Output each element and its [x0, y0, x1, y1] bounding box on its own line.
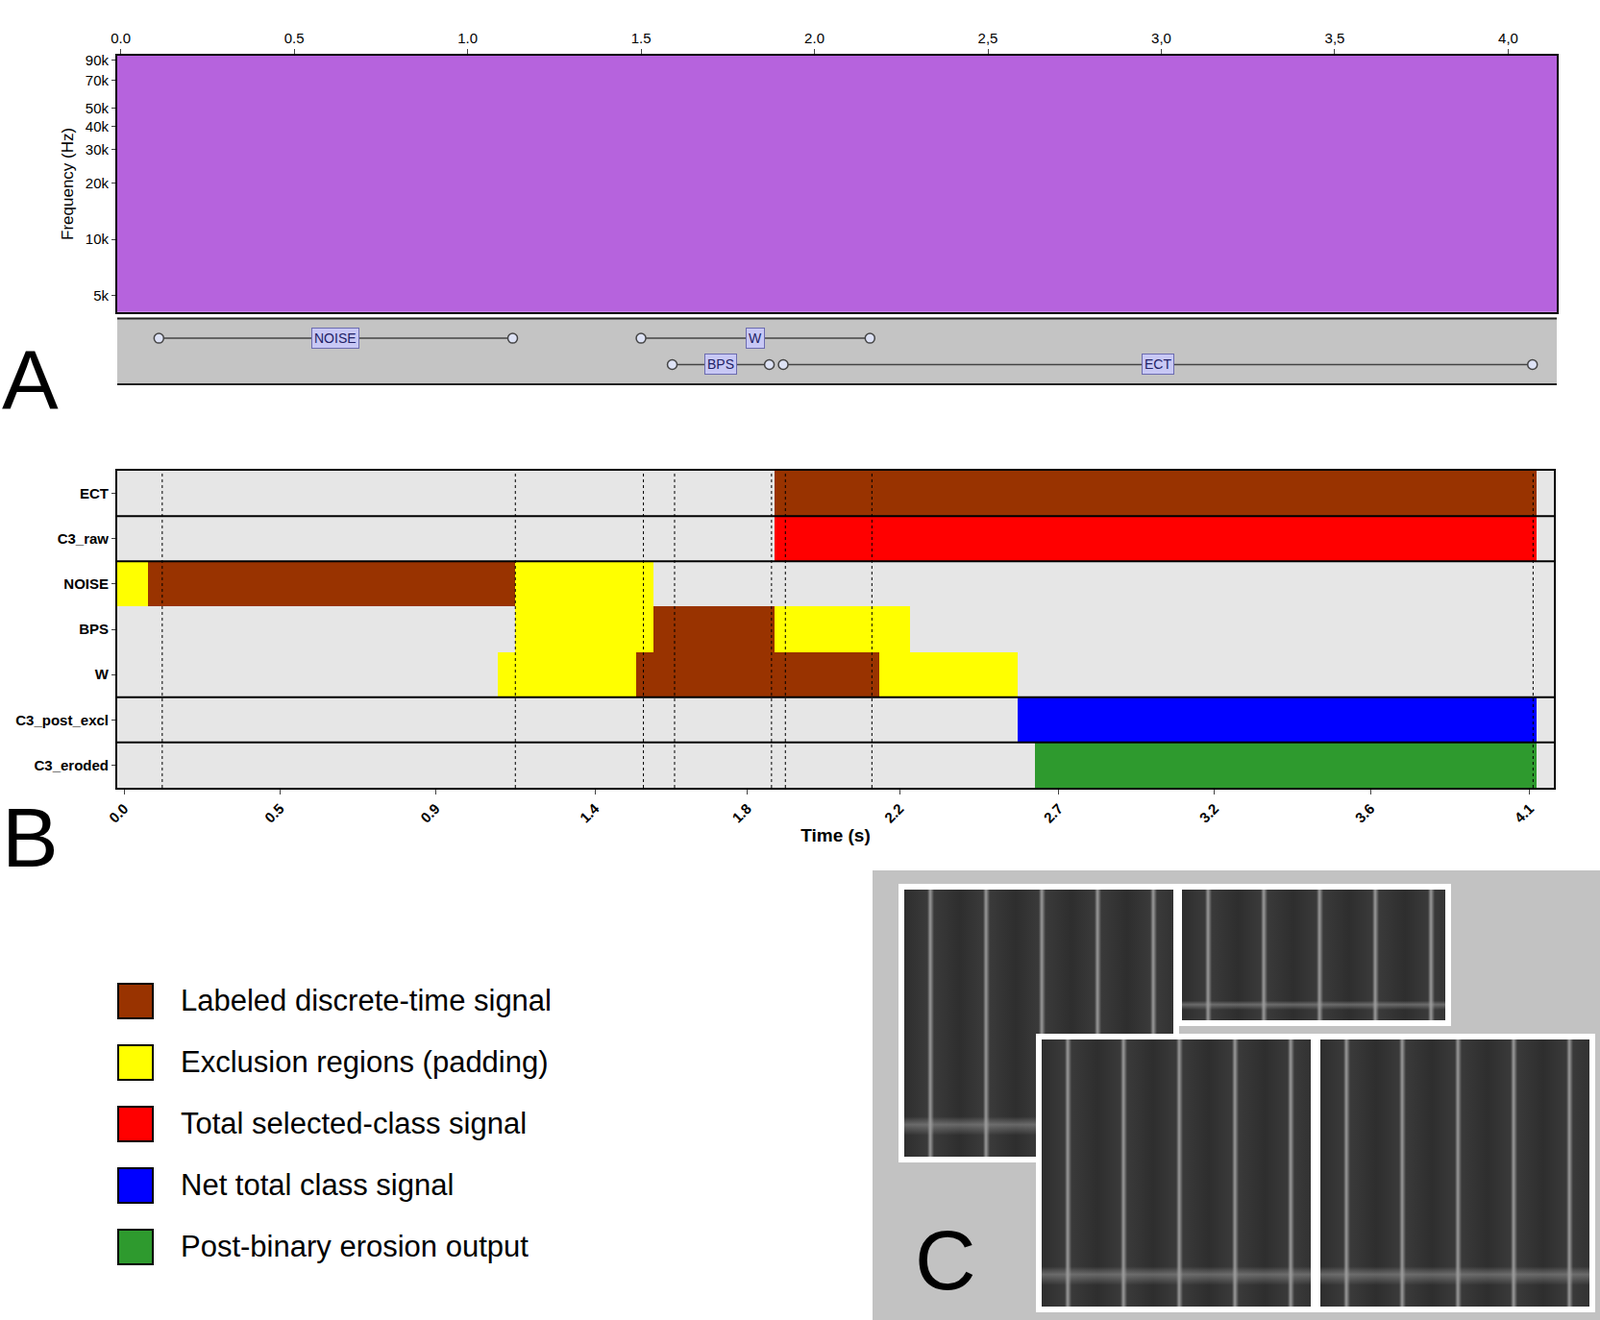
- svg-text:5k: 5k: [93, 287, 109, 304]
- svg-text:0.0: 0.0: [110, 29, 131, 47]
- svg-text:W: W: [95, 665, 110, 683]
- svg-text:2.2: 2.2: [881, 800, 908, 827]
- svg-text:50k: 50k: [85, 99, 110, 117]
- svg-text:4.1: 4.1: [1510, 800, 1537, 827]
- svg-text:90k: 90k: [85, 51, 110, 69]
- html-text:Labeled discrete-time signal: Labeled discrete-time signal: [180, 984, 552, 1018]
- svg-text:ECT: ECT: [79, 485, 109, 502]
- html-text:Total selected-class signal: Total selected-class signal: [180, 1107, 527, 1141]
- svg-text:30k: 30k: [85, 141, 110, 158]
- html-text:Net total class signal: Net total class signal: [180, 1168, 454, 1203]
- svg-text:0.9: 0.9: [417, 800, 444, 827]
- svg-text:20k: 20k: [85, 174, 110, 192]
- svg-text:2,5: 2,5: [978, 29, 999, 47]
- svg-text:10k: 10k: [85, 230, 110, 247]
- svg-text:C3_eroded: C3_eroded: [33, 757, 109, 774]
- svg-text:Time (s): Time (s): [800, 825, 871, 846]
- svg-text:Frequency (Hz): Frequency (Hz): [58, 127, 77, 241]
- html-text:B: B: [1, 789, 59, 886]
- svg-text:NOISE: NOISE: [314, 330, 357, 346]
- svg-text:70k: 70k: [85, 72, 110, 89]
- svg-text:2.7: 2.7: [1040, 800, 1067, 827]
- svg-text:BPS: BPS: [707, 356, 735, 372]
- svg-text:3,5: 3,5: [1325, 29, 1346, 47]
- svg-text:0.5: 0.5: [284, 29, 305, 47]
- svg-text:1.5: 1.5: [631, 29, 652, 47]
- html-text:Post-binary erosion output: Post-binary erosion output: [180, 1230, 529, 1264]
- html-text:Exclusion regions (padding): Exclusion regions (padding): [180, 1045, 549, 1080]
- html-text:A: A: [1, 332, 59, 428]
- svg-text:W: W: [748, 330, 763, 346]
- svg-text:1.0: 1.0: [457, 29, 478, 47]
- svg-text:C3_post_excl: C3_post_excl: [15, 712, 109, 729]
- svg-text:0.0: 0.0: [105, 800, 132, 827]
- svg-text:40k: 40k: [85, 118, 110, 135]
- svg-text:4,0: 4,0: [1498, 29, 1519, 47]
- svg-text:NOISE: NOISE: [63, 575, 109, 592]
- svg-text:BPS: BPS: [78, 620, 109, 638]
- svg-text:1.4: 1.4: [576, 799, 603, 826]
- svg-text:1.8: 1.8: [728, 800, 755, 827]
- svg-text:C3_raw: C3_raw: [57, 530, 110, 547]
- svg-text:2.0: 2.0: [804, 29, 825, 47]
- svg-text:0.5: 0.5: [261, 800, 288, 827]
- svg-text:3.6: 3.6: [1352, 800, 1379, 827]
- svg-text:3,0: 3,0: [1151, 29, 1172, 47]
- svg-text:3.2: 3.2: [1196, 800, 1223, 827]
- svg-text:ECT: ECT: [1144, 356, 1172, 372]
- html-text:C: C: [914, 1212, 976, 1308]
